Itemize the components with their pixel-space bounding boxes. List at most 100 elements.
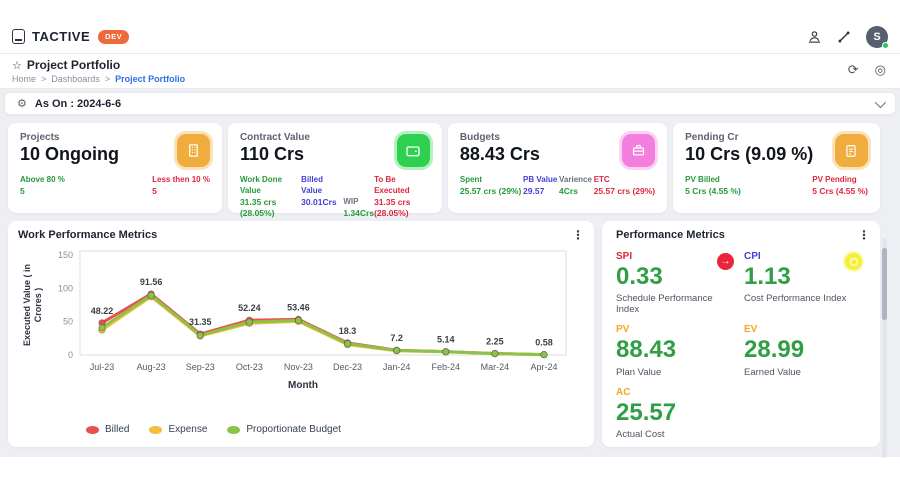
card-title: Budgets xyxy=(459,132,500,143)
metric-cpi: CPI 1.13 Cost Performance Index xyxy=(744,251,866,315)
work-performance-chart[interactable]: 0 50 100 150 Executed Value ( in Crores ) Jul-… xyxy=(18,245,578,411)
svg-text:100: 100 xyxy=(58,283,73,293)
svg-text:48.22: 48.22 xyxy=(91,306,114,316)
svg-text:Apr-24: Apr-24 xyxy=(530,362,557,372)
red-arrow-badge-icon: → xyxy=(717,253,734,270)
svg-text:0.58: 0.58 xyxy=(535,338,553,348)
svg-text:52.24: 52.24 xyxy=(238,303,261,313)
kebab-menu-icon[interactable]: ⋮ xyxy=(572,228,584,242)
favorite-star-icon[interactable]: ☆ xyxy=(12,59,22,72)
svg-text:Oct-23: Oct-23 xyxy=(236,362,263,372)
chevron-down-icon[interactable] xyxy=(874,96,887,108)
svg-text:Dec-23: Dec-23 xyxy=(333,362,362,372)
svg-text:Executed Value ( in: Executed Value ( in xyxy=(22,264,32,346)
stat-above-80: Above 80 % 5 xyxy=(20,175,65,196)
work-performance-panel: Work Performance Metrics ⋮ 0 50 100 150 Exec… xyxy=(8,221,594,447)
legend-item-proportionate-budget[interactable]: Proportionate Budget xyxy=(227,424,341,435)
svg-text:91.56: 91.56 xyxy=(140,277,163,287)
breadcrumb-separator: > xyxy=(104,74,111,84)
svg-text:Mar-24: Mar-24 xyxy=(481,362,510,372)
page-header-bar: ☆ Project Portfolio Home > Dashboards > … xyxy=(0,54,900,89)
wallet-icon xyxy=(396,134,430,167)
chart-panel-title: Work Performance Metrics xyxy=(18,229,158,241)
stat-wip: WIP 1.34Crs xyxy=(343,197,375,219)
scrollbar-track[interactable] xyxy=(882,238,887,458)
resize-diagonal-icon[interactable] xyxy=(836,29,852,45)
svg-text:Sep-23: Sep-23 xyxy=(186,362,215,372)
support-agent-icon[interactable] xyxy=(806,29,822,45)
online-status-dot xyxy=(882,41,889,49)
svg-text:Feb-24: Feb-24 xyxy=(432,362,461,372)
breadcrumb-home[interactable]: Home xyxy=(12,74,37,84)
card-value: 10 Ongoing xyxy=(20,144,119,164)
stat-less-than-10: Less then 10 % 5 xyxy=(152,175,210,196)
stat-billed-value: Billed Value 30.01Crs xyxy=(301,175,337,207)
expense-marker-icon xyxy=(149,425,163,434)
card-title: Pending Cr xyxy=(685,132,739,143)
svg-text:53.46: 53.46 xyxy=(287,302,310,312)
scrollbar-thumb[interactable] xyxy=(882,248,887,320)
card-title: Projects xyxy=(20,132,60,143)
svg-text:31.35: 31.35 xyxy=(189,317,212,327)
performance-metrics-panel: Performance Metrics ⋮ SPI 0.33 Schedule … xyxy=(602,221,880,447)
main-row: Work Performance Metrics ⋮ 0 50 100 150 Exec… xyxy=(8,221,880,447)
legend-item-expense[interactable]: Expense xyxy=(149,424,207,435)
svg-text:50: 50 xyxy=(63,317,73,327)
svg-text:Crores ): Crores ) xyxy=(33,288,43,323)
stat-pv-pending: PV Pending 5 Crs (4.55 %) xyxy=(812,175,868,196)
card-title: Contract Value xyxy=(239,132,310,143)
svg-text:150: 150 xyxy=(58,250,73,260)
stat-spent: Spent 25.57 crs (29%) xyxy=(459,175,522,196)
tactive-logo-icon xyxy=(12,29,25,44)
card-value: 10 Crs (9.09 %) xyxy=(685,144,814,164)
chart-legend: Billed Expense Proportionate Budget xyxy=(86,424,341,435)
svg-text:0: 0 xyxy=(68,350,73,360)
kebab-menu-icon[interactable]: ⋮ xyxy=(858,228,870,242)
svg-text:18.3: 18.3 xyxy=(339,326,357,336)
stat-varience: Varience 4Crs xyxy=(559,175,592,196)
card-value: 110 Crs xyxy=(239,144,304,164)
breadcrumb-current: Project Portfolio xyxy=(115,74,186,84)
svg-text:Jan-24: Jan-24 xyxy=(383,362,411,372)
metric-ac: AC 25.57 Actual Cost xyxy=(616,386,677,441)
app-window: TACTIVE DEV S ☆ Project Portfol xyxy=(0,20,900,458)
stat-to-be-executed: To Be Executed 31.35 crs (28.05%) xyxy=(374,175,411,219)
avatar-initial: S xyxy=(873,30,881,43)
card-pending-cr[interactable]: Pending Cr 10 Crs (9.09 %) PV Billed 5 C… xyxy=(673,123,880,213)
document-icon xyxy=(834,134,868,167)
breadcrumb-separator: > xyxy=(41,74,47,84)
gear-icon[interactable]: ⚙ xyxy=(17,97,27,110)
building-icon xyxy=(176,134,210,167)
billed-marker-icon xyxy=(86,425,99,434)
page-title: Project Portfolio xyxy=(26,58,121,72)
stat-etc: ETC 25.57 crs (29%) xyxy=(593,175,656,196)
metrics-grid: SPI 0.33 Schedule Performance Index → CP… xyxy=(616,251,866,440)
metric-spi: SPI 0.33 Schedule Performance Index → xyxy=(616,251,738,315)
card-value: 88.43 Crs xyxy=(459,144,540,164)
breadcrumb: Home > Dashboards > Project Portfolio xyxy=(12,74,888,84)
legend-item-billed[interactable]: Billed xyxy=(86,424,129,435)
briefcase-icon xyxy=(622,134,656,167)
svg-text:Jul-23: Jul-23 xyxy=(90,362,115,372)
stat-work-done-value: Work Done Value 31.35 crs (28.05%) xyxy=(239,175,283,219)
svg-text:2.25: 2.25 xyxy=(486,337,504,347)
focus-target-icon[interactable]: ◎ xyxy=(874,63,886,78)
yellow-badge-icon xyxy=(845,253,862,270)
performance-panel-title: Performance Metrics xyxy=(616,229,725,241)
card-budgets[interactable]: Budgets 88.43 Crs Spent 25.57 crs (29%) … xyxy=(447,123,668,213)
svg-text:Aug-23: Aug-23 xyxy=(137,362,166,372)
breadcrumb-dashboards[interactable]: Dashboards xyxy=(51,74,100,84)
env-badge: DEV xyxy=(98,29,130,44)
brand-name: TACTIVE xyxy=(32,29,91,44)
proportionate-budget-marker-icon xyxy=(227,425,241,434)
svg-text:Month: Month xyxy=(288,380,318,391)
card-projects[interactable]: Projects 10 Ongoing Above 80 % 5 Less th… xyxy=(8,123,222,213)
kpi-cards-row: Projects 10 Ongoing Above 80 % 5 Less th… xyxy=(8,123,880,218)
refresh-icon[interactable]: ⟳ xyxy=(847,63,859,78)
svg-text:5.14: 5.14 xyxy=(437,335,455,345)
stat-pv-billed: PV Billed 5 Crs (4.55 %) xyxy=(685,175,741,196)
as-on-filter-bar[interactable]: ⚙ As On : 2024-6-6 xyxy=(4,92,896,115)
card-contract-value[interactable]: Contract Value 110 Crs Work Done Value 3… xyxy=(227,123,442,218)
user-avatar[interactable]: S xyxy=(866,25,889,49)
svg-text:7.2: 7.2 xyxy=(390,333,403,343)
